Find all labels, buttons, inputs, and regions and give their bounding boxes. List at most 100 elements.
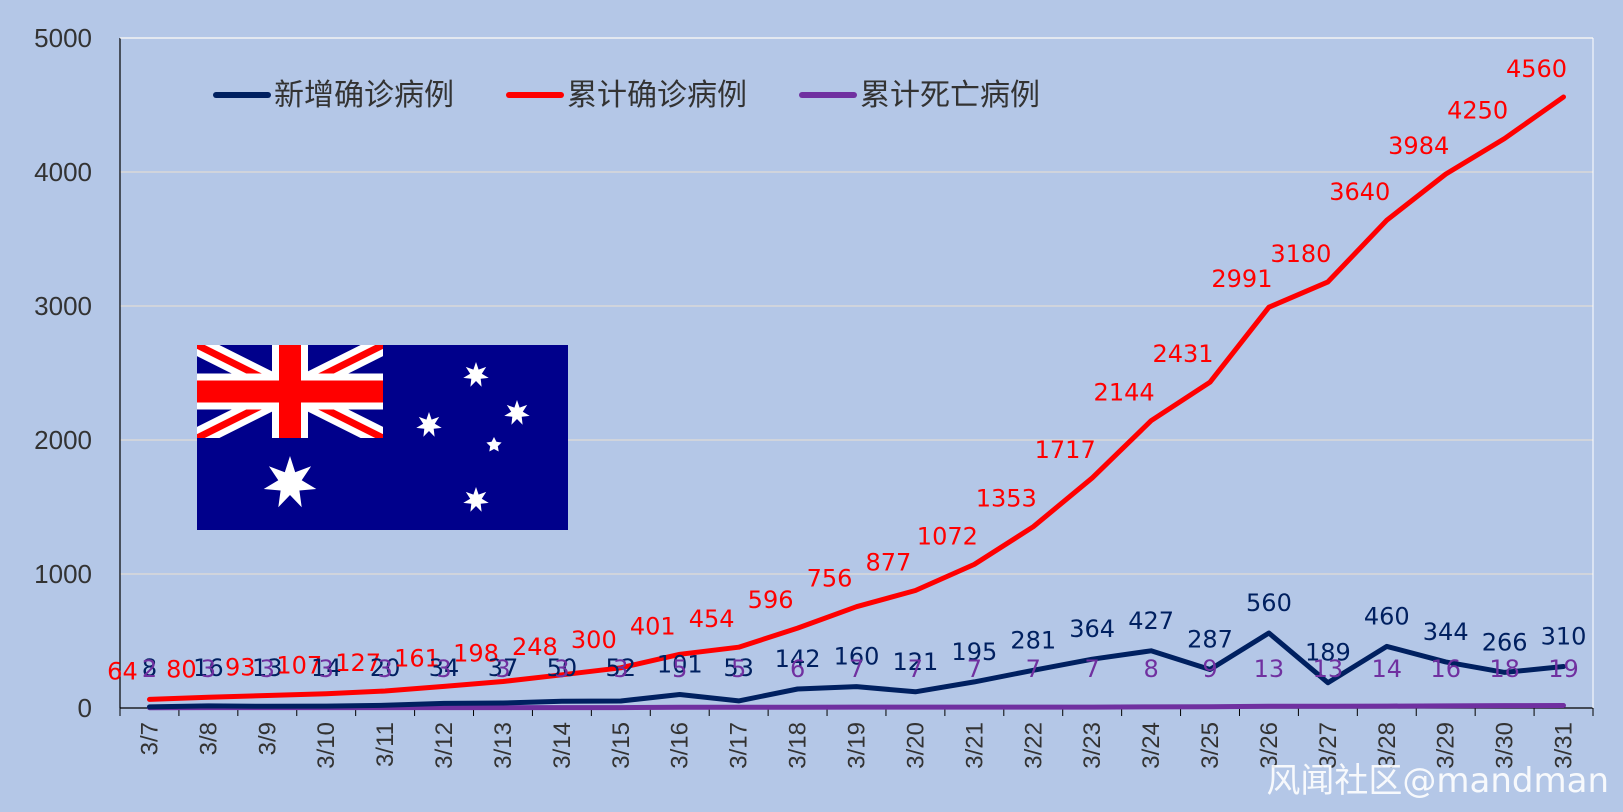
- data-label: 454: [689, 605, 735, 633]
- data-label: 300: [571, 626, 617, 654]
- data-label: 3: [201, 655, 216, 683]
- data-label: 142: [775, 645, 821, 673]
- data-label: 101: [657, 650, 703, 678]
- x-tick-label: 3/10: [313, 722, 340, 769]
- y-tick-label: 4000: [34, 157, 92, 187]
- x-tick-label: 3/11: [372, 722, 399, 767]
- data-label: 281: [1010, 626, 1056, 654]
- y-tick-label: 5000: [34, 23, 92, 53]
- data-label: 107: [276, 652, 322, 680]
- legend-entry-1: 累计确诊病例: [567, 78, 747, 113]
- data-label: 7: [967, 655, 982, 683]
- y-tick-label: 1000: [34, 559, 92, 589]
- data-label: 4250: [1447, 97, 1508, 125]
- x-tick-label: 3/13: [490, 722, 517, 769]
- data-label: 93: [225, 654, 256, 682]
- data-label: 4560: [1506, 55, 1567, 83]
- data-label: 160: [834, 643, 880, 671]
- data-label: 401: [630, 612, 676, 640]
- commonwealth-star-icon: [263, 456, 317, 508]
- data-label: 460: [1364, 602, 1410, 630]
- data-label: 3: [554, 655, 569, 683]
- x-tick-label: 3/18: [785, 722, 812, 769]
- data-label: 7: [849, 655, 864, 683]
- data-label: 14: [1372, 655, 1403, 683]
- data-label: 13: [252, 654, 283, 682]
- data-label: 50: [547, 654, 578, 682]
- data-label: 5: [731, 655, 746, 683]
- data-label: 3: [260, 655, 275, 683]
- data-label: 1353: [976, 485, 1037, 513]
- data-label: 287: [1187, 626, 1233, 654]
- data-label: 53: [723, 654, 754, 682]
- watermark: 风闻社区@mandman: [1266, 761, 1609, 801]
- data-label: 2: [142, 655, 157, 683]
- x-tick-label: 3/29: [1433, 722, 1460, 769]
- x-tick-label: 3/17: [726, 722, 753, 769]
- flag-union-jack: [197, 345, 383, 438]
- legend-entry-2: 累计死亡病例: [860, 78, 1040, 113]
- data-label: 20: [370, 654, 401, 682]
- data-label: 364: [1069, 615, 1115, 643]
- data-label: 560: [1246, 589, 1292, 617]
- data-label: 5: [672, 655, 687, 683]
- x-tick-label: 3/15: [608, 722, 635, 769]
- y-tick-label: 2000: [34, 425, 92, 455]
- x-tick-label: 3/9: [254, 722, 281, 755]
- x-tick-label: 3/12: [431, 722, 458, 769]
- legend-entry-0: 新增确诊病例: [274, 78, 454, 113]
- x-tick-label: 3/21: [961, 722, 988, 769]
- data-label: 37: [488, 654, 519, 682]
- star-icon: [504, 400, 530, 425]
- data-label: 161: [394, 644, 440, 672]
- data-label: 195: [951, 638, 997, 666]
- data-label: 3180: [1270, 240, 1331, 268]
- x-tick-label: 3/19: [844, 722, 871, 769]
- data-label: 3: [613, 655, 628, 683]
- data-label: 6: [790, 655, 805, 683]
- data-label: 3: [495, 655, 510, 683]
- data-label: 198: [453, 639, 499, 667]
- data-label: 1072: [917, 522, 978, 550]
- data-label: 18: [1489, 655, 1520, 683]
- star-icon: [463, 362, 489, 387]
- data-label: 127: [335, 649, 381, 677]
- australian-flag-icon: [197, 345, 568, 530]
- x-tick-label: 3/16: [667, 722, 694, 769]
- data-label: 596: [748, 586, 794, 614]
- x-tick-label: 3/14: [549, 722, 576, 769]
- data-label: 189: [1305, 639, 1351, 667]
- x-tick-label: 3/22: [1020, 722, 1047, 769]
- data-label: 3: [319, 655, 334, 683]
- data-label: 19: [1548, 655, 1579, 683]
- data-label: 8: [142, 654, 157, 682]
- series-line-0: [147, 630, 1566, 710]
- x-tick-label: 3/30: [1492, 722, 1519, 769]
- x-tick-label: 3/8: [195, 722, 222, 755]
- x-tick-label: 3/26: [1256, 722, 1283, 769]
- data-label: 14: [311, 654, 342, 682]
- data-label: 121: [893, 648, 939, 676]
- cross-red-h: [197, 380, 383, 403]
- data-label: 3984: [1388, 132, 1449, 160]
- x-tick-label: 3/20: [902, 722, 929, 769]
- data-label: 427: [1128, 607, 1174, 635]
- data-label: 2431: [1152, 340, 1213, 368]
- star-icon: [463, 487, 489, 512]
- data-label: 8: [1143, 655, 1158, 683]
- x-tick-label: 3/31: [1551, 722, 1578, 769]
- x-tick-label: 3/25: [1197, 722, 1224, 769]
- data-label: 756: [807, 565, 853, 593]
- data-label: 3: [436, 655, 451, 683]
- data-label: 7: [908, 655, 923, 683]
- x-tick-label: 3/27: [1315, 722, 1342, 769]
- data-label: 2991: [1211, 265, 1272, 293]
- star-icon: [486, 437, 502, 452]
- data-label: 248: [512, 633, 558, 661]
- series-line-1: [147, 94, 1566, 702]
- data-label: 9: [1202, 655, 1217, 683]
- data-label: 16: [1430, 655, 1461, 683]
- x-tick-label: 3/7: [136, 722, 163, 755]
